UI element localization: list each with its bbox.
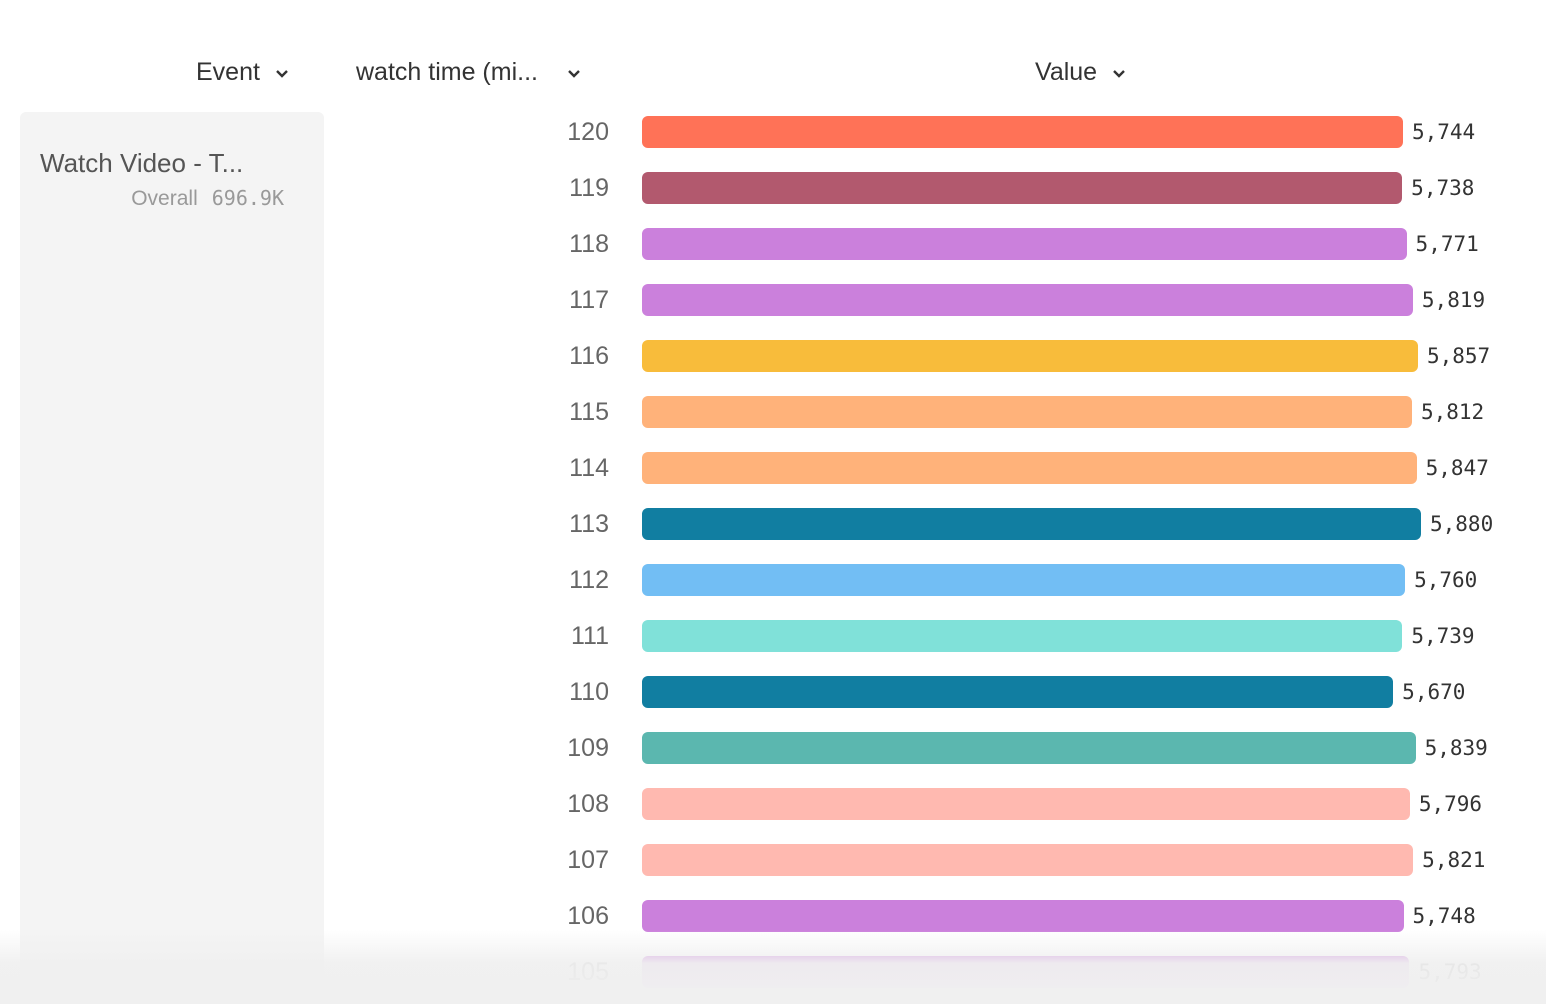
bar-row: 117 5,819	[0, 284, 1546, 316]
value-label: 5,744	[1411, 120, 1476, 144]
value-label: 5,880	[1430, 512, 1494, 536]
value-label: 5,796	[1418, 792, 1483, 816]
value-label: 5,771	[1415, 232, 1479, 256]
category-label: 120	[567, 118, 609, 146]
event-name[interactable]: Watch Video - T...	[40, 148, 244, 178]
bar[interactable]	[642, 340, 1418, 372]
overall-summary: Overall 696.9K	[131, 186, 284, 211]
value-column-header[interactable]: Value	[1035, 58, 1127, 87]
value-label: 5,857	[1426, 344, 1491, 368]
event-column-header[interactable]: Event	[196, 58, 290, 87]
chevron-down-icon	[1113, 69, 1125, 78]
bar-row: 116 5,857	[0, 340, 1546, 372]
bar[interactable]	[642, 732, 1416, 764]
segment-column-header[interactable]: watch time (mi...	[356, 58, 582, 87]
bar-row: 108 5,796	[0, 788, 1546, 820]
overall-label: Overall	[131, 187, 198, 210]
bar[interactable]	[642, 620, 1403, 652]
bar[interactable]	[642, 788, 1410, 820]
bar-row: 113 5,880	[0, 508, 1546, 540]
bar-row: 115 5,812	[0, 396, 1546, 428]
bar[interactable]	[642, 452, 1417, 484]
value-header-label: Value	[1035, 58, 1098, 86]
category-label: 107	[567, 846, 609, 874]
category-label: 116	[569, 342, 609, 370]
category-label: 109	[567, 734, 609, 762]
bar[interactable]	[642, 564, 1406, 596]
bar[interactable]	[642, 900, 1404, 932]
category-label: 114	[569, 454, 609, 482]
segment-header-label: watch time (mi...	[356, 58, 538, 86]
value-label: 5,738	[1411, 176, 1475, 200]
value-label: 5,670	[1402, 680, 1466, 704]
bar-row: 118 5,771	[0, 228, 1546, 260]
bar[interactable]	[642, 396, 1412, 428]
value-label: 5,748	[1412, 904, 1476, 928]
value-label: 5,821	[1422, 848, 1486, 872]
bar[interactable]	[642, 228, 1407, 260]
category-label: 108	[567, 790, 609, 818]
value-label: 5,839	[1424, 736, 1488, 760]
bar-row: 106 5,748	[0, 900, 1546, 932]
bar-row: 111 5,739	[0, 620, 1546, 652]
bar[interactable]	[642, 116, 1403, 148]
bar-row: 112 5,760	[0, 564, 1546, 596]
chevron-down-icon	[276, 69, 288, 78]
category-label: 110	[569, 678, 609, 706]
overall-value: 696.9K	[211, 186, 284, 210]
bar-row: 114 5,847	[0, 452, 1546, 484]
bar-row: 120 5,744	[0, 116, 1546, 148]
category-label: 112	[569, 566, 609, 594]
category-label: 111	[570, 622, 609, 650]
event-panel	[20, 112, 324, 992]
value-label: 5,760	[1414, 568, 1478, 592]
scroll-fade	[0, 930, 1546, 1004]
bar[interactable]	[642, 508, 1421, 540]
category-label: 115	[569, 398, 609, 426]
bar-row: 107 5,821	[0, 844, 1546, 876]
bar-row: 109 5,839	[0, 732, 1546, 764]
value-label: 5,812	[1420, 400, 1485, 424]
category-label: 113	[569, 510, 609, 538]
value-label: 5,819	[1421, 288, 1486, 312]
chevron-down-icon	[568, 69, 580, 78]
category-label: 118	[569, 230, 609, 258]
category-label: 119	[569, 174, 609, 202]
bar-row: 119 5,738	[0, 172, 1546, 204]
bar[interactable]	[642, 676, 1394, 708]
category-label: 117	[569, 286, 609, 314]
event-header-label: Event	[196, 58, 260, 86]
value-label: 5,847	[1425, 456, 1489, 480]
bar[interactable]	[642, 172, 1403, 204]
value-label: 5,739	[1411, 624, 1475, 648]
bar[interactable]	[642, 844, 1414, 876]
bar[interactable]	[642, 284, 1413, 316]
bar-row: 110 5,670	[0, 676, 1546, 708]
category-label: 106	[567, 902, 609, 930]
